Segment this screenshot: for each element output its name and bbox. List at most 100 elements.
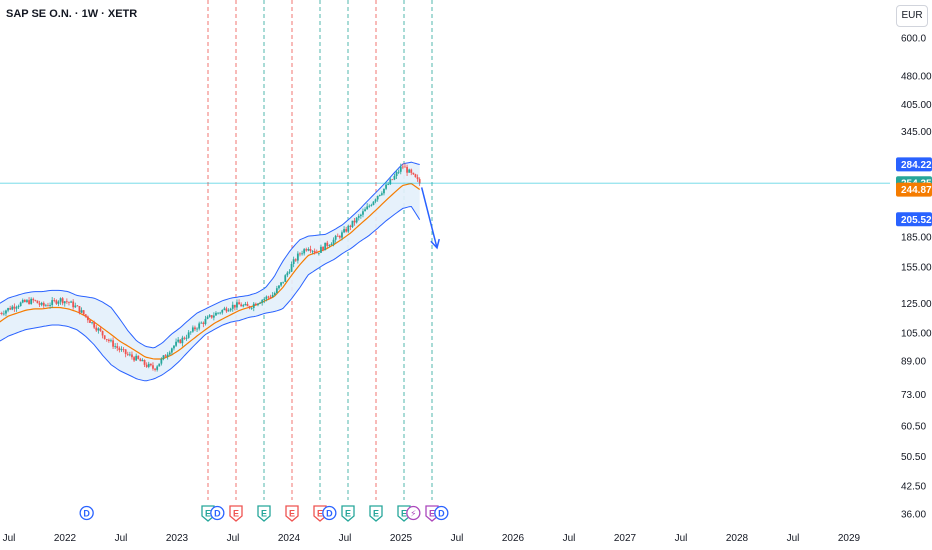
candle-body — [49, 305, 51, 306]
x-tick-label: 2026 — [502, 533, 525, 544]
event-marker-split: ⚡ — [406, 505, 421, 521]
candle-body — [137, 355, 140, 359]
candle-body — [7, 308, 9, 311]
price-badge-label: 244.87 — [901, 185, 932, 196]
candle-body — [15, 307, 18, 309]
candle-body — [292, 259, 295, 265]
candle-body — [32, 298, 35, 301]
y-tick-label: 42.50 — [901, 481, 926, 492]
earnings-icon — [229, 505, 243, 522]
event-label: D — [83, 509, 90, 519]
currency-button[interactable]: EUR — [896, 5, 928, 27]
candle-body — [30, 298, 33, 304]
candle-body — [328, 245, 331, 246]
candle-body — [44, 305, 47, 307]
y-tick-label: 60.50 — [901, 422, 926, 433]
candle-body — [282, 281, 285, 283]
chart-title: SAP SE O.N. · 1W · XETR — [6, 8, 138, 20]
candle-body — [38, 303, 41, 305]
candle-body — [299, 253, 301, 255]
event-marker-earnings: E — [341, 505, 355, 522]
candle-body — [110, 340, 112, 342]
candle-body — [374, 199, 377, 202]
candle-body — [107, 339, 110, 341]
y-tick-label: 600.0 — [901, 34, 926, 45]
candle-body — [345, 229, 348, 232]
candle-body — [280, 282, 282, 286]
candle-body — [158, 363, 161, 367]
price-badge-label: 284.22 — [901, 160, 932, 171]
candle-body — [42, 302, 45, 306]
y-tick-label: 105.00 — [901, 328, 932, 339]
candle-body — [170, 348, 173, 353]
arrow-shaft — [420, 187, 438, 249]
y-tick-label: 125.00 — [901, 299, 932, 310]
x-tick-label: 2028 — [726, 533, 749, 544]
candle-body — [380, 193, 383, 195]
candle-body — [311, 250, 314, 252]
candle-body — [401, 166, 404, 168]
event-marker-dividend: D — [434, 505, 449, 521]
candle-body — [418, 179, 421, 184]
x-tick-label: Jul — [227, 533, 240, 544]
dividend-icon — [79, 505, 94, 521]
event-label: ⚡ — [410, 509, 416, 519]
candle-body — [236, 302, 238, 308]
candle-body — [263, 298, 266, 301]
candle-body — [273, 292, 276, 295]
candle-body — [11, 306, 14, 310]
candle-body — [267, 296, 270, 298]
candle-body — [84, 314, 87, 317]
candle-body — [324, 242, 327, 251]
candle-body — [191, 327, 194, 332]
candle-body — [320, 246, 322, 253]
candle-body — [370, 204, 373, 206]
candle-body — [259, 302, 261, 304]
candle-body — [275, 288, 278, 293]
forecast-arrow — [420, 187, 440, 250]
candle-body — [124, 349, 127, 354]
candle-body — [126, 353, 129, 355]
candle-body — [244, 303, 247, 306]
candle-body — [242, 305, 245, 307]
y-tick-label: 50.50 — [901, 452, 926, 463]
candle-body — [227, 310, 230, 312]
candle-body — [271, 294, 274, 298]
candle-body — [177, 339, 180, 342]
candle-body — [225, 308, 228, 312]
candle-body — [118, 348, 121, 351]
candle-body — [353, 220, 356, 223]
candle-body — [317, 252, 320, 254]
candle-body — [397, 171, 400, 173]
candle-body — [336, 235, 339, 237]
x-tick-label: 2025 — [390, 533, 413, 544]
candle-body — [139, 358, 142, 362]
candle-body — [68, 301, 70, 303]
candle-body — [120, 349, 123, 351]
candle-body — [149, 363, 152, 366]
candle-body — [105, 339, 108, 340]
candle-body — [89, 320, 91, 323]
candle-body — [265, 296, 268, 299]
candle-body — [13, 306, 16, 309]
event-label: E — [373, 509, 379, 519]
candle-body — [233, 304, 236, 308]
candle-body — [313, 250, 316, 253]
candle-body — [185, 337, 188, 339]
candle-body — [51, 300, 54, 306]
basis-line — [0, 182, 421, 360]
candle-body — [47, 305, 49, 307]
price-badge-basis — [896, 182, 932, 197]
candle-body — [175, 341, 177, 346]
candle-body — [408, 169, 411, 173]
candle-body — [385, 184, 387, 189]
y-tick-label: 73.00 — [901, 390, 926, 401]
event-label: E — [233, 509, 239, 519]
event-label: E — [261, 509, 267, 519]
candle-body — [404, 166, 406, 168]
candle-body — [166, 354, 169, 357]
dividend-icon — [210, 505, 225, 521]
x-tick-label: Jul — [451, 533, 464, 544]
candle-body — [351, 220, 354, 227]
